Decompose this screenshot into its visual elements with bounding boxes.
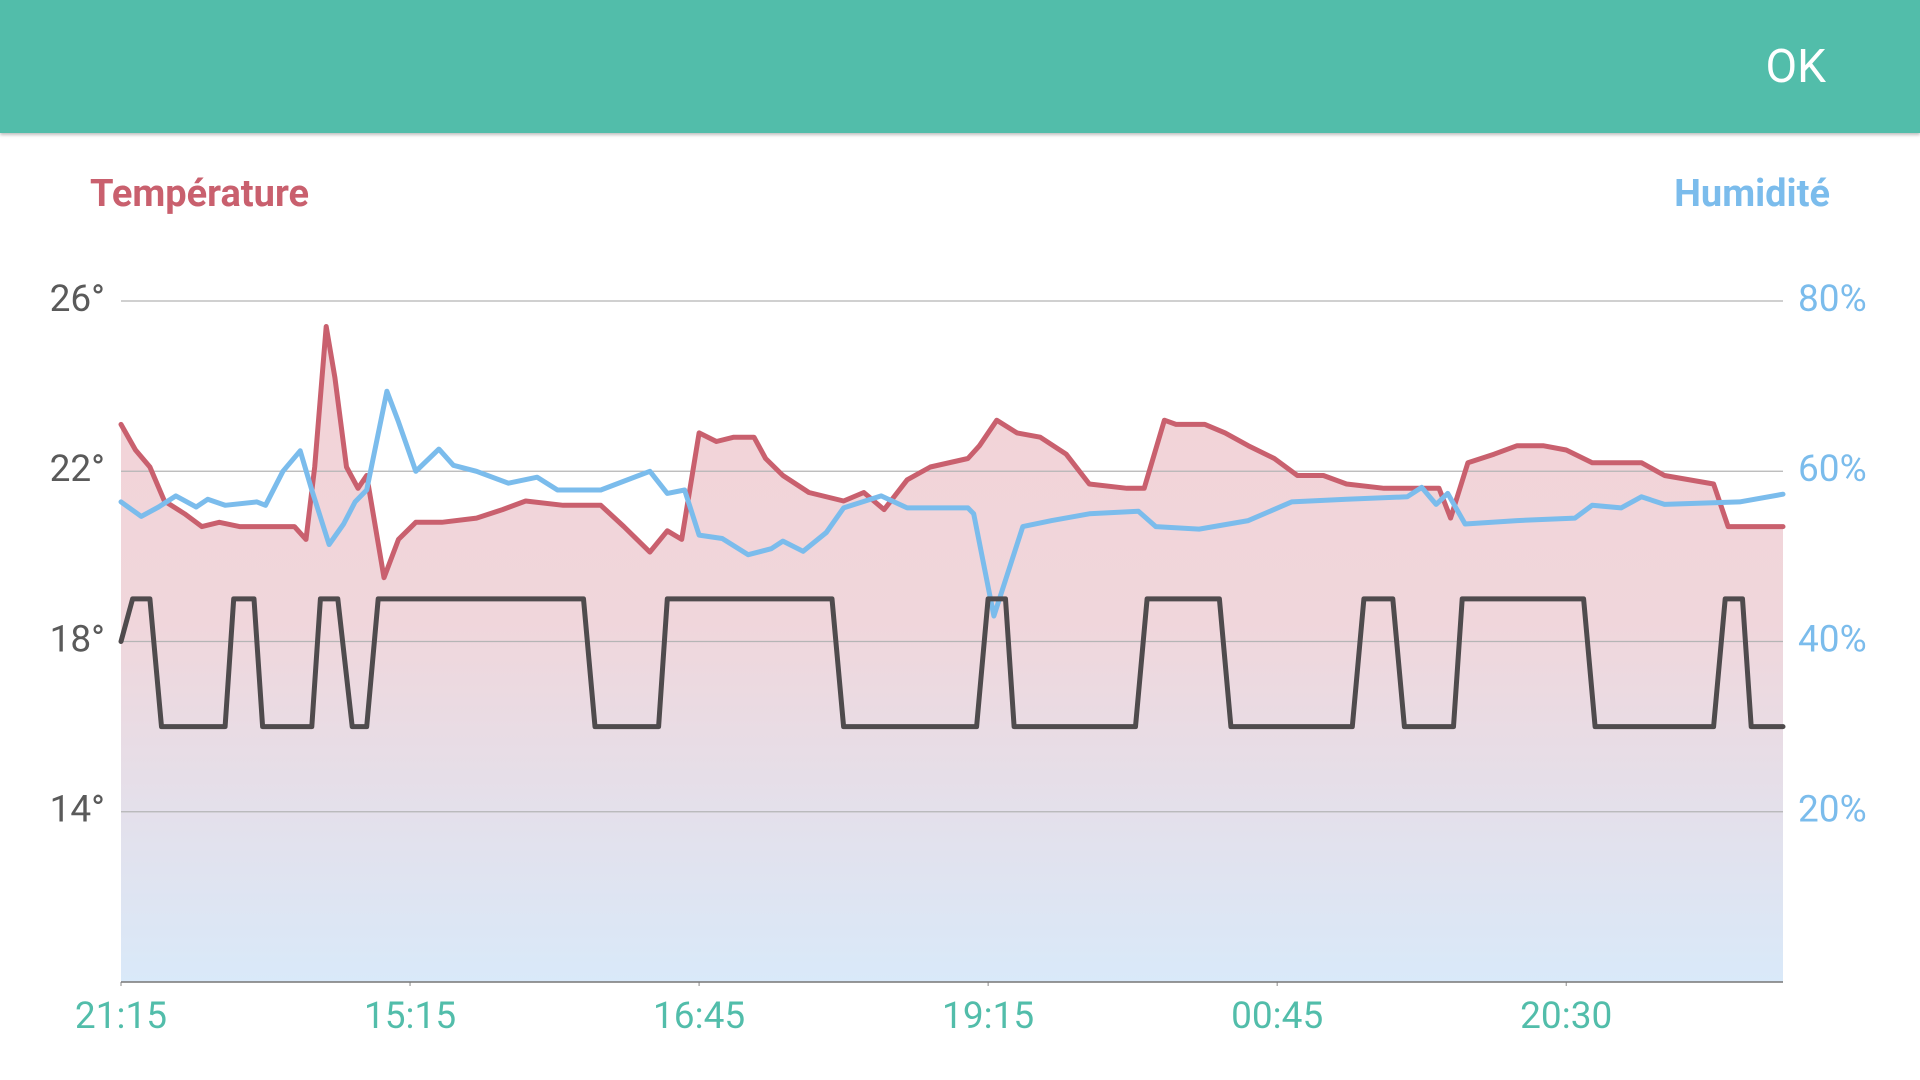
y2-axis-label: Humidité: [1674, 172, 1830, 216]
y-tick-label: 22°: [50, 448, 105, 491]
y-tick-label: 14°: [50, 789, 105, 832]
series-line: [118, 596, 1786, 730]
x-tick-label: 00:45: [1231, 995, 1323, 1038]
y-tick-label: 26°: [50, 278, 105, 321]
x-tick-label: 15:15: [364, 995, 456, 1038]
y2-tick-label: 20%: [1798, 789, 1867, 832]
top-bar: OK: [0, 0, 1920, 133]
ok-button[interactable]: OK: [1765, 40, 1826, 94]
x-tick-label: 19:15: [942, 995, 1034, 1038]
series-line: [118, 324, 1786, 581]
grid: [120, 300, 1783, 986]
y-axis-label: Température: [90, 172, 309, 216]
x-tick-label: 20:30: [1520, 995, 1612, 1038]
y2-tick-label: 40%: [1798, 618, 1867, 661]
area: [121, 326, 1783, 982]
x-tick-label: 16:45: [653, 995, 745, 1038]
series-line: [118, 388, 1786, 619]
marks: [118, 324, 1786, 730]
y2-tick-label: 80%: [1798, 278, 1867, 321]
y2-tick-label: 60%: [1798, 448, 1867, 491]
y-tick-label: 18°: [50, 618, 105, 661]
x-tick-label: 21:15: [75, 995, 167, 1038]
